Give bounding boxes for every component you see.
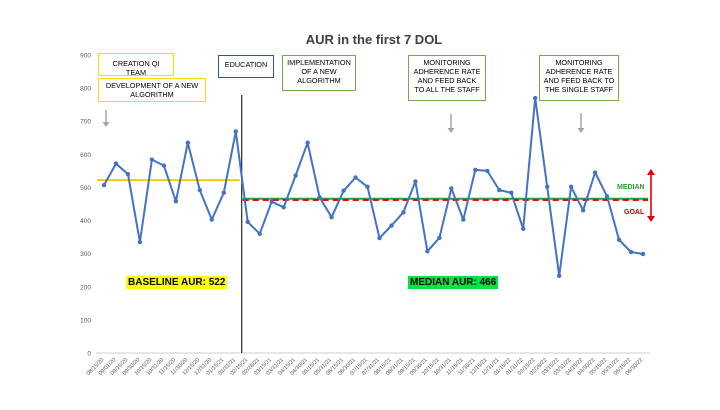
data-point	[461, 217, 466, 222]
baseline-aur-label: BASELINE AUR: 522	[126, 276, 228, 289]
data-point	[329, 215, 334, 220]
data-point	[209, 217, 214, 222]
x-tick-labels: 08/15/2009/01/2009/15/2009/30/2010/15/20…	[86, 357, 645, 377]
data-point	[521, 226, 526, 232]
data-point	[293, 173, 298, 178]
data-point	[401, 210, 406, 215]
median-goal-markers: MEDIAN GOAL	[617, 169, 655, 222]
data-point	[377, 235, 382, 241]
data-point	[449, 186, 454, 191]
data-point	[628, 249, 634, 255]
data-point	[616, 237, 622, 242]
data-point	[640, 251, 646, 257]
y-tick-label: 300	[80, 251, 91, 258]
annotation-arrow	[447, 114, 455, 133]
data-point	[221, 190, 226, 195]
y-tick-label: 400	[80, 218, 91, 225]
y-tick-label: 0	[87, 351, 91, 358]
series-line	[103, 97, 644, 277]
arrow-up-icon	[647, 169, 655, 175]
y-tick-label: 100	[80, 317, 91, 324]
data-point	[497, 187, 502, 193]
data-point	[269, 199, 274, 204]
data-point	[185, 140, 191, 145]
y-tick-label: 500	[80, 185, 91, 192]
y-tick-label: 700	[80, 119, 91, 126]
data-point	[197, 187, 203, 193]
data-point	[233, 129, 238, 134]
data-point	[592, 170, 598, 175]
median-marker-label: MEDIAN	[617, 184, 645, 191]
annotation-arrows	[102, 110, 585, 133]
data-point	[437, 235, 442, 240]
data-point	[317, 195, 322, 200]
data-point	[365, 184, 370, 189]
data-point	[556, 273, 562, 279]
data-point	[389, 223, 394, 228]
data-point	[413, 179, 418, 184]
data-point	[101, 182, 107, 188]
annotation-arrow	[102, 110, 110, 127]
data-point	[533, 95, 538, 101]
annotation-monitoring-all-staff: MONITORING ADHERENCE RATE AND FEED BACK …	[408, 55, 486, 101]
y-tick-label: 900	[80, 53, 91, 60]
y-tick-label: 200	[80, 284, 91, 291]
y-tick-labels: 0 100 200 300 400 500 600 700 800 900	[80, 53, 91, 358]
data-point	[173, 199, 179, 204]
y-tick-label: 600	[80, 152, 91, 159]
annotation-arrow	[577, 113, 585, 133]
arrow-down-icon	[647, 216, 655, 222]
annotation-creation-qi-team: CREATION QI TEAM	[98, 53, 174, 77]
data-point	[161, 163, 167, 168]
data-point	[568, 184, 574, 189]
data-point	[281, 205, 286, 210]
annotation-education: EDUCATION	[218, 55, 274, 78]
annotation-development-algorithm: DEVELOPMENT OF A NEW ALGORITHM	[98, 78, 206, 102]
median-aur-label: MEDIAN AUR: 466	[408, 276, 499, 289]
data-point	[125, 172, 131, 177]
annotation-implementation: IMPLEMENTATION OF A NEW ALGORITHM	[282, 55, 356, 91]
data-point	[245, 219, 250, 225]
data-point	[425, 249, 430, 254]
data-point	[509, 190, 514, 195]
data-point	[149, 157, 155, 162]
data-point	[473, 167, 478, 173]
data-point	[544, 184, 550, 189]
goal-marker-label: GOAL	[624, 209, 645, 216]
data-point	[305, 140, 310, 145]
annotation-monitoring-single-staff: MONITORING ADHERENCE RATE AND FEED BACK …	[539, 55, 619, 101]
data-point	[580, 208, 586, 213]
data-point	[604, 194, 610, 199]
data-point	[485, 168, 490, 174]
data-point	[257, 231, 262, 236]
chart-title: AUR in the first 7 DOL	[306, 32, 443, 47]
y-tick-label: 800	[80, 86, 91, 93]
series-aur	[101, 95, 646, 279]
data-point	[341, 188, 346, 193]
data-point	[137, 239, 143, 245]
data-point	[113, 161, 119, 166]
data-point	[353, 175, 358, 180]
